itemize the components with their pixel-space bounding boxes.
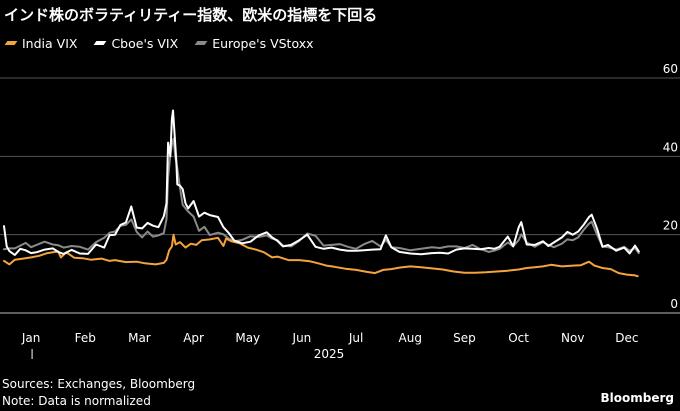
- x-tick-label-oct: Oct: [508, 331, 529, 345]
- x-tick-label-apr: Apr: [183, 331, 204, 345]
- legend-label-europe-vstoxx: Europe's VStoxx: [212, 35, 314, 51]
- chart-title: インド株のボラティリティー指数、欧米の指標を下回る: [4, 6, 378, 24]
- year-label: 2025: [314, 347, 345, 361]
- series-line-india-vix: [3, 233, 639, 278]
- x-tick-label-may: May: [235, 331, 260, 345]
- y-tick-label-0: 0: [670, 297, 678, 311]
- x-tick-label-jun: Jun: [292, 331, 312, 345]
- bloomberg-logo: Bloomberg: [600, 391, 675, 405]
- x-tick-label-jan: Jan: [21, 331, 41, 345]
- sources-note: Sources: Exchanges, Bloomberg: [2, 377, 196, 391]
- y-tick-label-60: 60: [663, 62, 678, 76]
- data-note: Note: Data is normalized: [2, 394, 151, 408]
- legend-label-cboe-vix: Cboe's VIX: [111, 35, 179, 51]
- y-tick-label-40: 40: [663, 140, 678, 154]
- x-tick-label-jul: Jul: [348, 331, 363, 345]
- legend-item-europe-vstoxx: Europe's VStoxx: [194, 35, 314, 51]
- legend-item-india-vix: India VIX: [4, 35, 78, 51]
- x-tick-label-feb: Feb: [75, 331, 96, 345]
- legend: India VIX Cboe's VIX Europe's VStoxx: [4, 35, 314, 51]
- x-tick-label-mar: Mar: [128, 331, 151, 345]
- legend-label-india-vix: India VIX: [22, 35, 78, 51]
- legend-item-cboe-vix: Cboe's VIX: [94, 35, 179, 51]
- x-tick-label-nov: Nov: [561, 331, 584, 345]
- x-tick-label-aug: Aug: [399, 331, 422, 345]
- x-tick-label-sep: Sep: [453, 331, 476, 345]
- series-line-cboe-vix: [3, 109, 640, 256]
- y-tick-label-20: 20: [663, 219, 678, 233]
- x-tick-label-dec: Dec: [615, 331, 638, 345]
